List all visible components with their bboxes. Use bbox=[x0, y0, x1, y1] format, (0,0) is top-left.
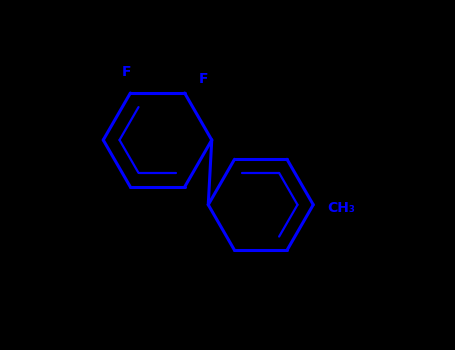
Text: F: F bbox=[199, 72, 209, 86]
Text: CH₃: CH₃ bbox=[327, 201, 355, 215]
Text: F: F bbox=[122, 65, 131, 79]
